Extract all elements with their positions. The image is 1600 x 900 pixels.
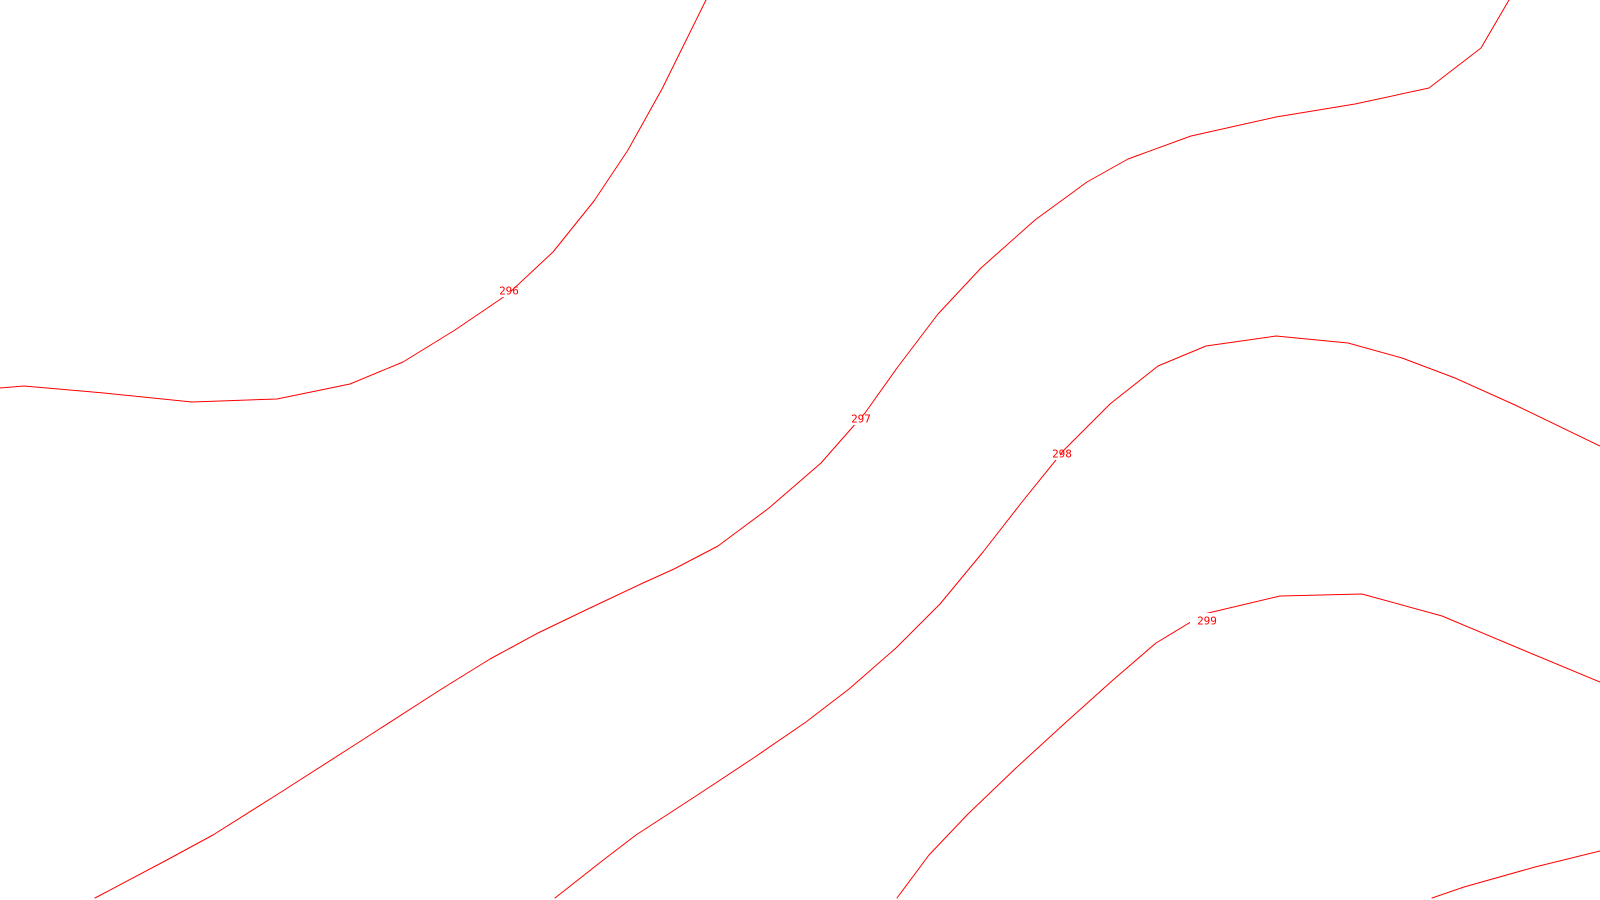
contour-line-296 [0,0,707,403]
contour-label-299: 299 [1197,615,1217,628]
contour-label-297: 297 [851,413,871,426]
contour-line-298 [554,335,1600,899]
contour-line-297 [94,0,1510,899]
contour-label-296: 296 [499,285,519,298]
contour-line-300 [1431,850,1600,899]
contour-line-299 [896,593,1600,899]
contour-label-298: 298 [1052,448,1072,461]
